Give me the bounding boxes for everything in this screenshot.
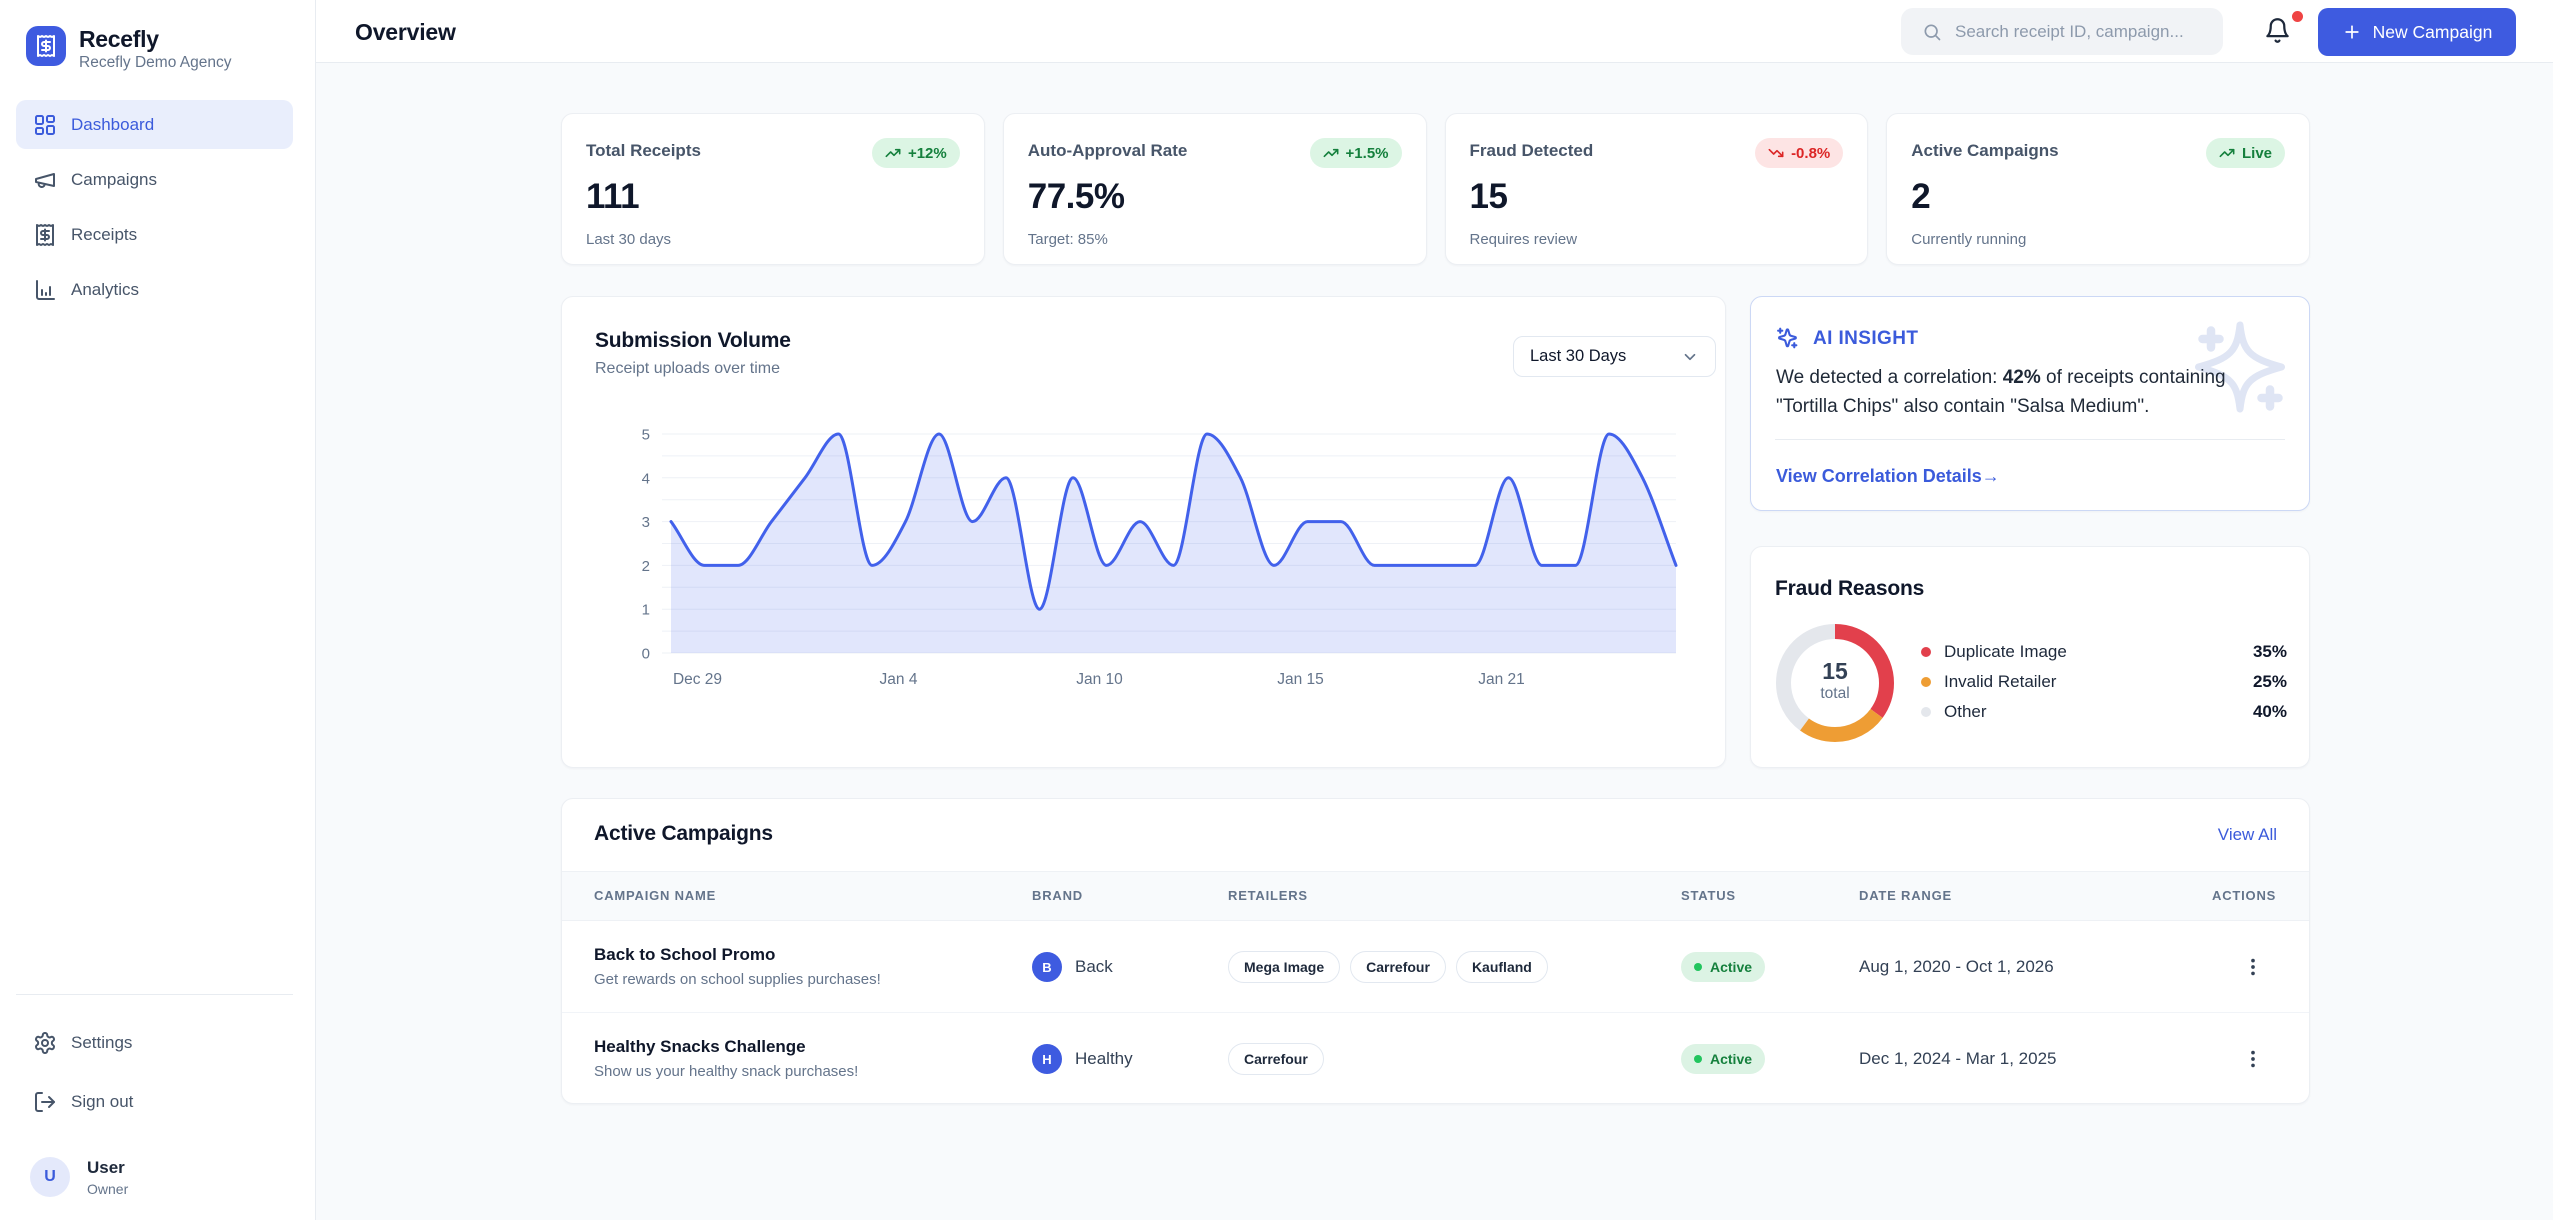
svg-text:0: 0 [642, 646, 650, 663]
svg-text:15: 15 [1822, 658, 1848, 684]
svg-text:Dec 29: Dec 29 [673, 671, 722, 688]
svg-text:Jan 21: Jan 21 [1478, 671, 1525, 688]
svg-text:4: 4 [642, 470, 650, 487]
svg-text:1: 1 [642, 602, 650, 619]
svg-text:Jan 4: Jan 4 [880, 671, 918, 688]
svg-text:Jan 15: Jan 15 [1277, 671, 1324, 688]
svg-text:Jan 10: Jan 10 [1076, 671, 1123, 688]
svg-text:2: 2 [642, 558, 650, 575]
svg-text:total: total [1820, 685, 1849, 702]
svg-text:5: 5 [642, 427, 650, 444]
svg-text:3: 3 [642, 514, 650, 531]
